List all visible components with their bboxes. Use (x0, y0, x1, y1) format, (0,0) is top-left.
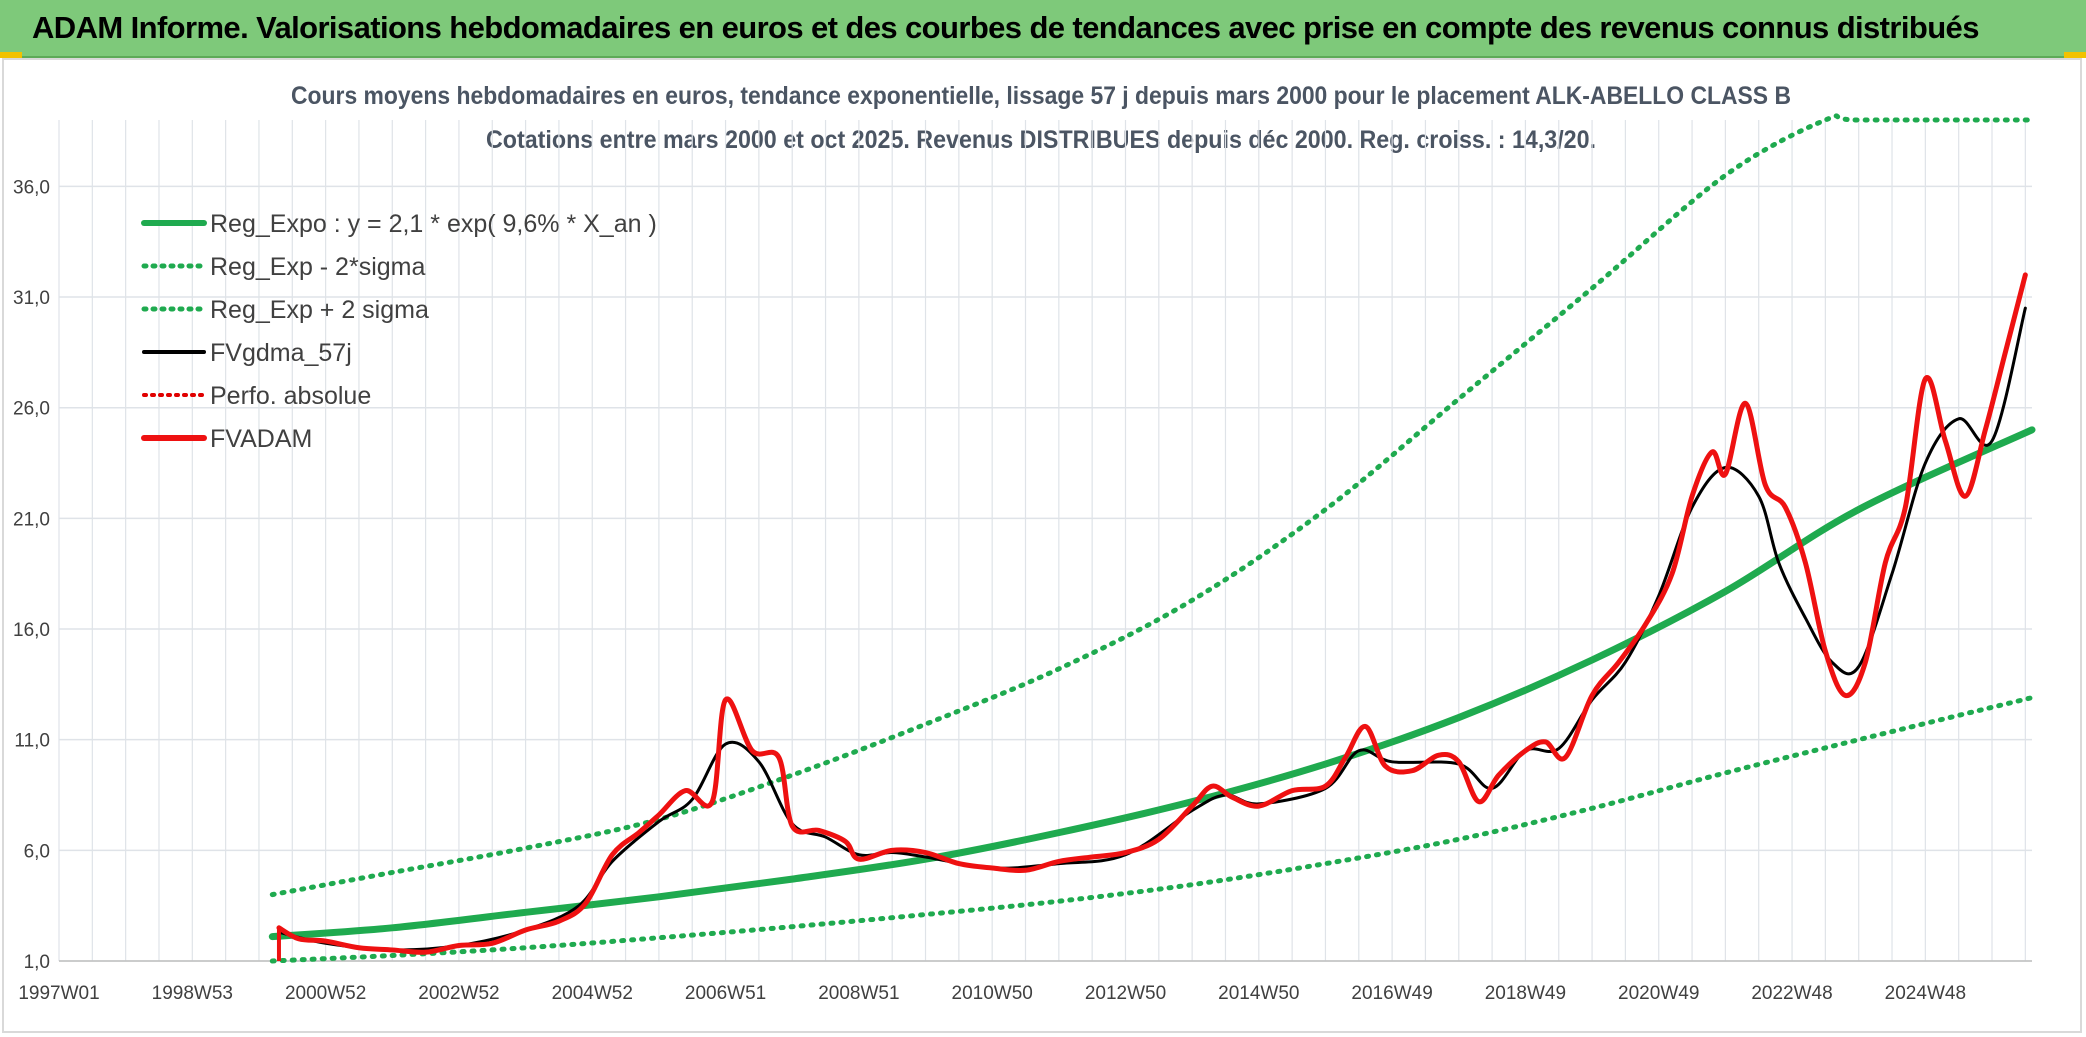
y-axis: 1,0 6,0 11,0 16,0 21,0 26,0 31,0 36,0 (13, 177, 50, 973)
chart: Cours moyens hebdomadaires en euros, ten… (13, 82, 2036, 1004)
x-tick-label: 2006W51 (685, 983, 766, 1004)
x-tick-label: 1998W53 (152, 983, 233, 1004)
x-tick-label: 2008W51 (818, 983, 899, 1004)
corner-accent-right (2064, 52, 2086, 58)
series-fvadam (276, 272, 2028, 955)
legend-label: FVgdma_57j (210, 339, 352, 367)
y-tick-label: 6,0 (24, 841, 50, 862)
banner: ADAM Informe. Valorisations hebdomadaire… (0, 0, 2086, 58)
chart-subtitle: Cotations entre mars 2000 et oct 2025. R… (486, 126, 1596, 154)
x-tick-label: 2004W52 (552, 983, 633, 1004)
series-reg-exp-plus-2sigma (269, 113, 2035, 898)
x-tick-label: 2024W48 (1885, 983, 1966, 1004)
y-tick-label: 26,0 (13, 399, 50, 420)
x-tick-label: 2012W50 (1085, 983, 1166, 1004)
legend-label: Reg_Expo : y = 2,1 * exp( 9,6% * X_an ) (210, 210, 657, 238)
x-tick-label: 2018W49 (1485, 983, 1566, 1004)
chart-title: Cours moyens hebdomadaires en euros, ten… (291, 82, 1791, 110)
x-tick-label: 2002W52 (418, 983, 499, 1004)
x-tick-label: 2016W49 (1351, 983, 1432, 1004)
x-tick-label: 1997W01 (18, 983, 99, 1004)
legend-label: Reg_Exp - 2*sigma (210, 253, 425, 281)
y-tick-label: 16,0 (13, 620, 50, 641)
banner-title: ADAM Informe. Valorisations hebdomadaire… (32, 10, 1979, 45)
x-tick-label: 2022W48 (1751, 983, 1832, 1004)
series-reg-exp-minus-2sigma (269, 695, 2035, 964)
x-tick-label: 2014W50 (1218, 983, 1299, 1004)
y-tick-label: 31,0 (13, 288, 50, 309)
chart-frame: Cours moyens hebdomadaires en euros, ten… (2, 58, 2082, 1033)
corner-accent-left (0, 52, 22, 58)
series-group (268, 113, 2036, 964)
x-tick-label: 2000W52 (285, 983, 366, 1004)
x-tick-label: 2020W49 (1618, 983, 1699, 1004)
series-reg-expo (268, 426, 2036, 941)
y-tick-label: 11,0 (14, 731, 50, 752)
y-tick-label: 36,0 (13, 177, 50, 198)
x-tick-label: 2010W50 (952, 983, 1033, 1004)
legend-label: Perfo. absolue (210, 382, 371, 410)
y-tick-label: 21,0 (13, 509, 50, 530)
legend-label: Reg_Exp + 2 sigma (210, 296, 429, 324)
x-axis: 1997W01 1998W53 2000W52 2002W52 2004W52 2006W… (18, 983, 1966, 1004)
legend: Reg_Expo : y = 2,1 * exp( 9,6% * X_an ) R… (141, 210, 657, 453)
grid (58, 120, 2032, 962)
legend-label: FVADAM (210, 425, 312, 453)
y-tick-label: 1,0 (24, 952, 50, 973)
series-fvgdma-57j (277, 306, 2027, 952)
